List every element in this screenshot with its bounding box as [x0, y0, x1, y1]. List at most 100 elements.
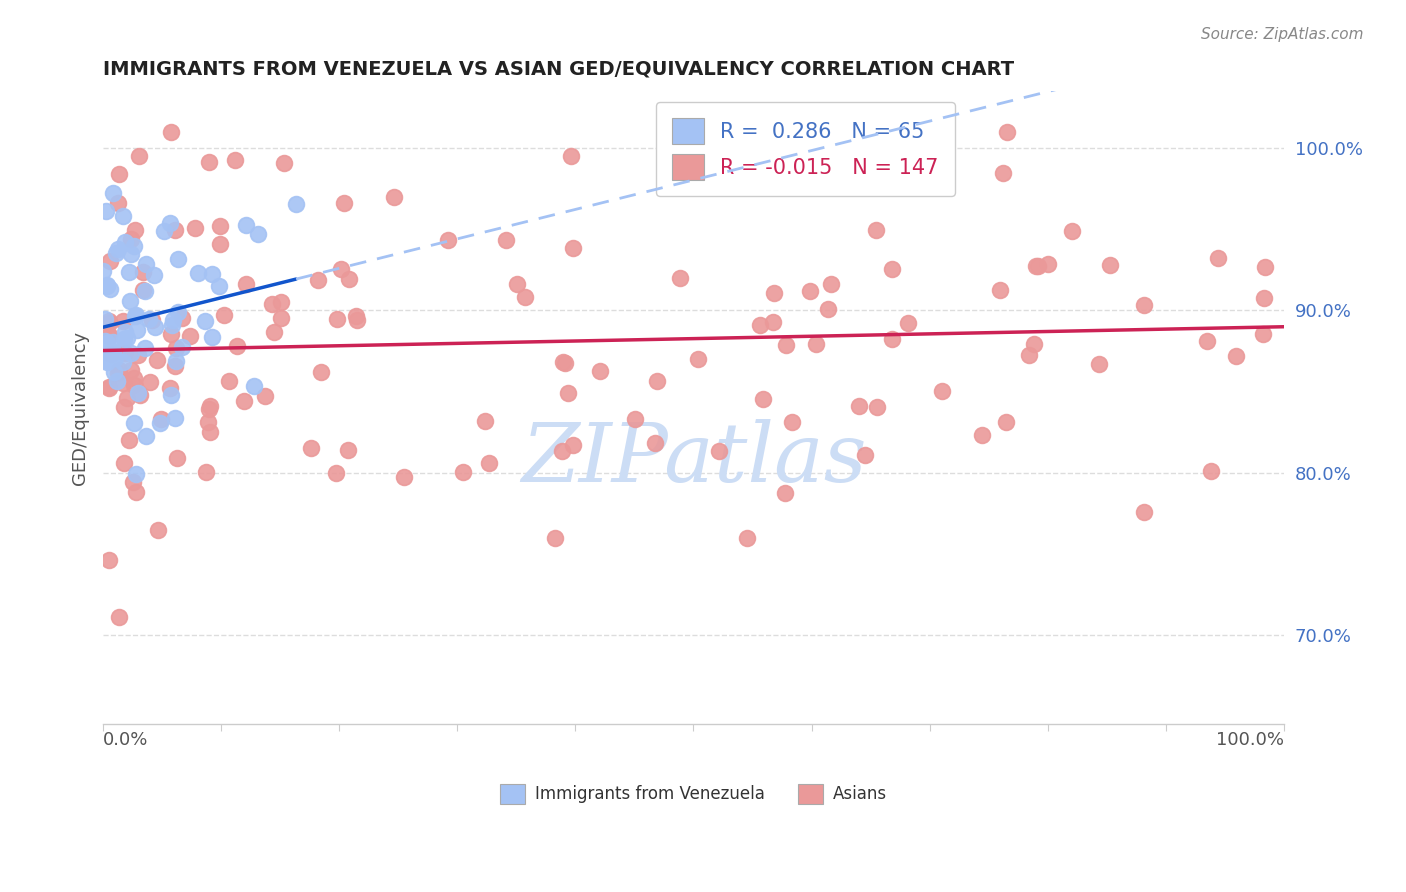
Point [114, 235, 136, 249]
Text: 100.0%: 100.0% [1216, 731, 1284, 748]
Point [513, 290, 536, 304]
Point [1062, 224, 1084, 238]
Point [988, 283, 1011, 297]
Point [179, 328, 201, 343]
Point [111, 355, 134, 369]
Point [337, 443, 360, 458]
Point [108, 610, 131, 624]
Point [96, 204, 118, 219]
Point [160, 326, 183, 341]
Point [166, 252, 188, 267]
Point [848, 399, 870, 413]
Point [551, 443, 574, 458]
Point [134, 285, 156, 299]
Point [198, 401, 221, 416]
Point [93, 264, 115, 278]
Point [201, 330, 224, 344]
Point [98, 254, 121, 268]
Point [114, 325, 136, 339]
Point [506, 277, 529, 292]
Point [197, 415, 219, 429]
Point [749, 318, 772, 333]
Point [122, 378, 145, 392]
Text: 0.0%: 0.0% [103, 731, 149, 748]
Point [100, 346, 122, 360]
Point [132, 265, 155, 279]
Point [392, 469, 415, 483]
Point [165, 341, 187, 355]
Point [544, 532, 567, 546]
Point [1132, 505, 1154, 519]
Point [149, 416, 172, 430]
Point [115, 331, 138, 345]
Point [208, 279, 231, 293]
Point [93, 353, 115, 368]
Point [159, 216, 181, 230]
Point [709, 444, 731, 458]
Point [98, 327, 121, 342]
Point [165, 353, 187, 368]
Point [1253, 292, 1275, 306]
Point [225, 339, 247, 353]
Point [96, 278, 118, 293]
Point [773, 486, 796, 500]
Point [94, 334, 117, 348]
Point [132, 283, 155, 297]
Point [127, 385, 149, 400]
Point [96, 278, 118, 293]
Point [101, 345, 124, 359]
Point [337, 271, 360, 285]
Point [270, 310, 292, 325]
Point [325, 467, 347, 481]
Text: ZIPatlas: ZIPatlas [520, 418, 866, 499]
Point [329, 262, 352, 277]
Point [437, 233, 460, 247]
Point [96, 335, 118, 350]
Point [1087, 357, 1109, 371]
Point [195, 465, 218, 479]
Legend: Immigrants from Venezuela, Asians: Immigrants from Venezuela, Asians [494, 777, 894, 811]
Point [262, 296, 284, 310]
Point [1038, 258, 1060, 272]
Point [1026, 259, 1049, 273]
Point [820, 277, 842, 291]
Point [108, 363, 131, 377]
Point [111, 313, 134, 327]
Text: IMMIGRANTS FROM VENEZUELA VS ASIAN GED/EQUIVALENCY CORRELATION CHART: IMMIGRANTS FROM VENEZUELA VS ASIAN GED/E… [103, 60, 1014, 78]
Point [495, 233, 517, 247]
Point [775, 338, 797, 352]
Point [125, 323, 148, 337]
Point [104, 351, 127, 365]
Point [344, 310, 367, 324]
Point [247, 227, 270, 241]
Point [209, 237, 232, 252]
Point [104, 245, 127, 260]
Point [669, 180, 692, 194]
Point [865, 223, 887, 237]
Point [474, 414, 496, 428]
Point [125, 484, 148, 499]
Point [184, 220, 207, 235]
Point [931, 384, 953, 398]
Point [1024, 337, 1046, 351]
Point [198, 399, 221, 413]
Point [817, 302, 839, 317]
Point [98, 314, 121, 328]
Point [118, 433, 141, 447]
Point [224, 153, 246, 168]
Point [194, 313, 217, 327]
Point [1199, 464, 1222, 478]
Point [880, 262, 903, 277]
Point [120, 232, 142, 246]
Point [124, 222, 146, 236]
Point [118, 293, 141, 308]
Point [112, 400, 135, 414]
Point [134, 341, 156, 355]
Point [273, 155, 295, 169]
Point [163, 222, 186, 236]
Point [243, 379, 266, 393]
Point [153, 224, 176, 238]
Point [735, 531, 758, 545]
Point [122, 417, 145, 431]
Point [146, 523, 169, 537]
